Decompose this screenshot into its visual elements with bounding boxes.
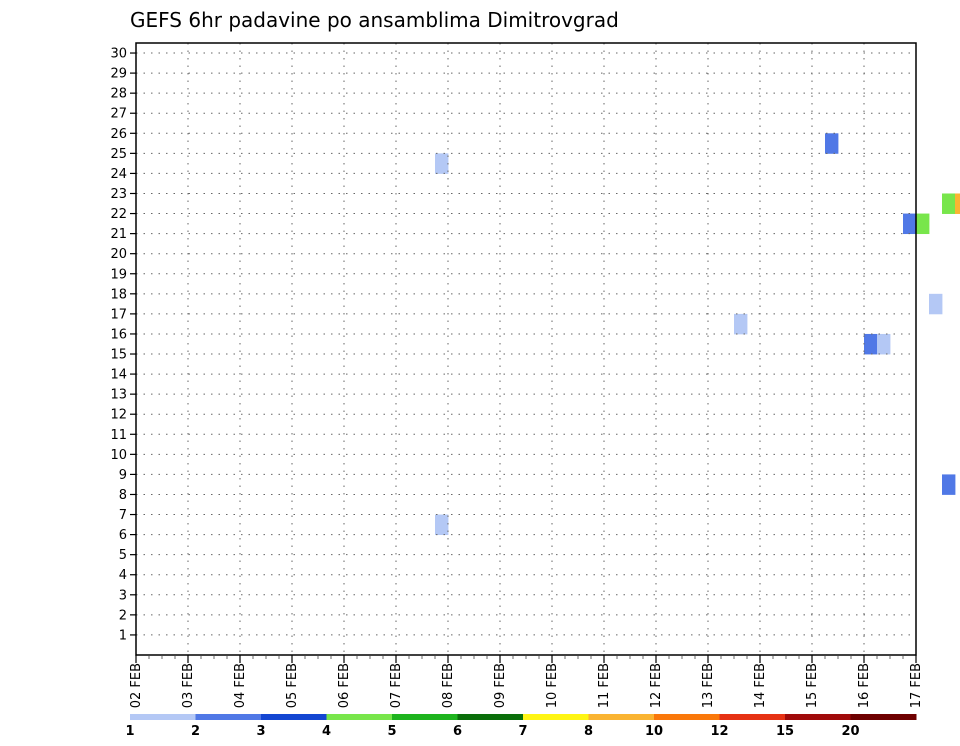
legend-label: 5 [387, 724, 396, 739]
legend-swatch [261, 714, 327, 720]
y-tick-label: 24 [110, 167, 127, 182]
y-tick-label: 6 [119, 528, 127, 543]
precip-cell [942, 193, 956, 214]
y-tick-label: 17 [110, 307, 127, 322]
legend-label: 3 [256, 724, 265, 739]
y-tick-label: 3 [119, 588, 127, 603]
cells-layer [435, 133, 960, 536]
legend-swatch [326, 714, 393, 720]
x-tick-label: 13 FEB [701, 663, 716, 708]
x-tick-label: 11 FEB [597, 663, 612, 708]
legend-swatch [130, 714, 196, 720]
legend-swatch [195, 714, 262, 720]
y-tick-label: 5 [119, 548, 127, 563]
x-tick-label: 03 FEB [181, 663, 196, 708]
x-tick-label: 17 FEB [909, 663, 924, 708]
y-tick-label: 13 [110, 388, 127, 403]
y-tick-label: 26 [110, 127, 127, 142]
y-axis: 1234567891011121314151617181920212223242… [110, 47, 136, 643]
x-tick-label: 04 FEB [233, 663, 248, 708]
grid-layer [136, 43, 916, 655]
y-tick-label: 10 [110, 448, 127, 463]
x-tick-label: 07 FEB [389, 663, 404, 708]
y-tick-label: 14 [110, 368, 127, 383]
legend-label: 6 [453, 724, 462, 739]
legend-swatch [392, 714, 458, 720]
legend-label: 12 [710, 724, 728, 739]
y-tick-label: 19 [110, 267, 127, 282]
precip-cell [877, 333, 891, 355]
y-tick-label: 28 [110, 87, 127, 102]
x-tick-label: 02 FEB [129, 663, 144, 708]
y-tick-label: 4 [119, 568, 127, 583]
y-tick-label: 8 [119, 488, 127, 503]
y-tick-label: 2 [119, 608, 127, 623]
precip-cell [929, 293, 943, 315]
y-tick-label: 9 [119, 468, 127, 483]
legend-swatch [457, 714, 524, 720]
color-legend: 1 2 3 4 5 6 7 8 10 12 15 20 [125, 714, 917, 739]
y-tick-label: 16 [110, 327, 127, 342]
x-tick-label: 16 FEB [857, 663, 872, 708]
y-tick-label: 22 [110, 207, 127, 222]
y-tick-label: 11 [110, 428, 127, 443]
precip-cell [435, 514, 449, 536]
x-tick-label: 08 FEB [441, 663, 456, 708]
y-tick-label: 20 [110, 247, 127, 262]
legend-label: 8 [584, 724, 593, 739]
y-tick-label: 7 [119, 508, 127, 523]
y-tick-label: 18 [110, 287, 127, 302]
x-axis: 02 FEB 03 FEB 04 FEB 05 FEB 06 FEB 07 FEB 08 F… [129, 655, 924, 708]
precip-cell [903, 213, 917, 235]
y-tick-label: 23 [110, 187, 127, 202]
precip-cell [734, 313, 748, 335]
x-tick-label: 14 FEB [753, 663, 768, 708]
legend-swatch [850, 714, 917, 720]
legend-swatch [785, 714, 851, 720]
precip-cell [955, 193, 960, 214]
x-tick-label: 09 FEB [493, 663, 508, 708]
legend-label: 20 [841, 724, 859, 739]
y-tick-label: 1 [119, 628, 127, 643]
legend-label: 10 [645, 724, 663, 739]
y-tick-label: 21 [110, 227, 127, 242]
x-tick-label: 06 FEB [337, 663, 352, 708]
precip-cell [942, 474, 956, 495]
precip-cell [435, 153, 449, 174]
x-tick-label: 05 FEB [285, 663, 300, 708]
legend-label: 15 [776, 724, 794, 739]
chart-title: GEFS 6hr padavine po ansamblima Dimitrov… [130, 8, 619, 32]
legend-swatch [523, 714, 589, 720]
precip-cell [916, 213, 930, 235]
x-tick-label: 12 FEB [649, 663, 664, 708]
y-tick-label: 12 [110, 408, 127, 423]
legend-swatch [654, 714, 720, 720]
y-tick-label: 27 [110, 107, 127, 122]
legend-label: 7 [518, 724, 527, 739]
legend-label: 1 [125, 724, 134, 739]
y-tick-label: 25 [110, 147, 127, 162]
y-tick-label: 15 [110, 348, 127, 363]
legend-swatch [588, 714, 655, 720]
y-tick-label: 29 [110, 67, 127, 82]
plot-area-frame [135, 42, 917, 656]
legend-label: 2 [191, 724, 200, 739]
x-tick-label: 10 FEB [545, 663, 560, 708]
legend-label: 4 [322, 724, 331, 739]
precip-cell [864, 333, 878, 355]
y-tick-label: 30 [110, 47, 127, 62]
precip-cell [825, 133, 839, 154]
x-tick-label: 15 FEB [805, 663, 820, 708]
legend-swatch [719, 714, 786, 720]
